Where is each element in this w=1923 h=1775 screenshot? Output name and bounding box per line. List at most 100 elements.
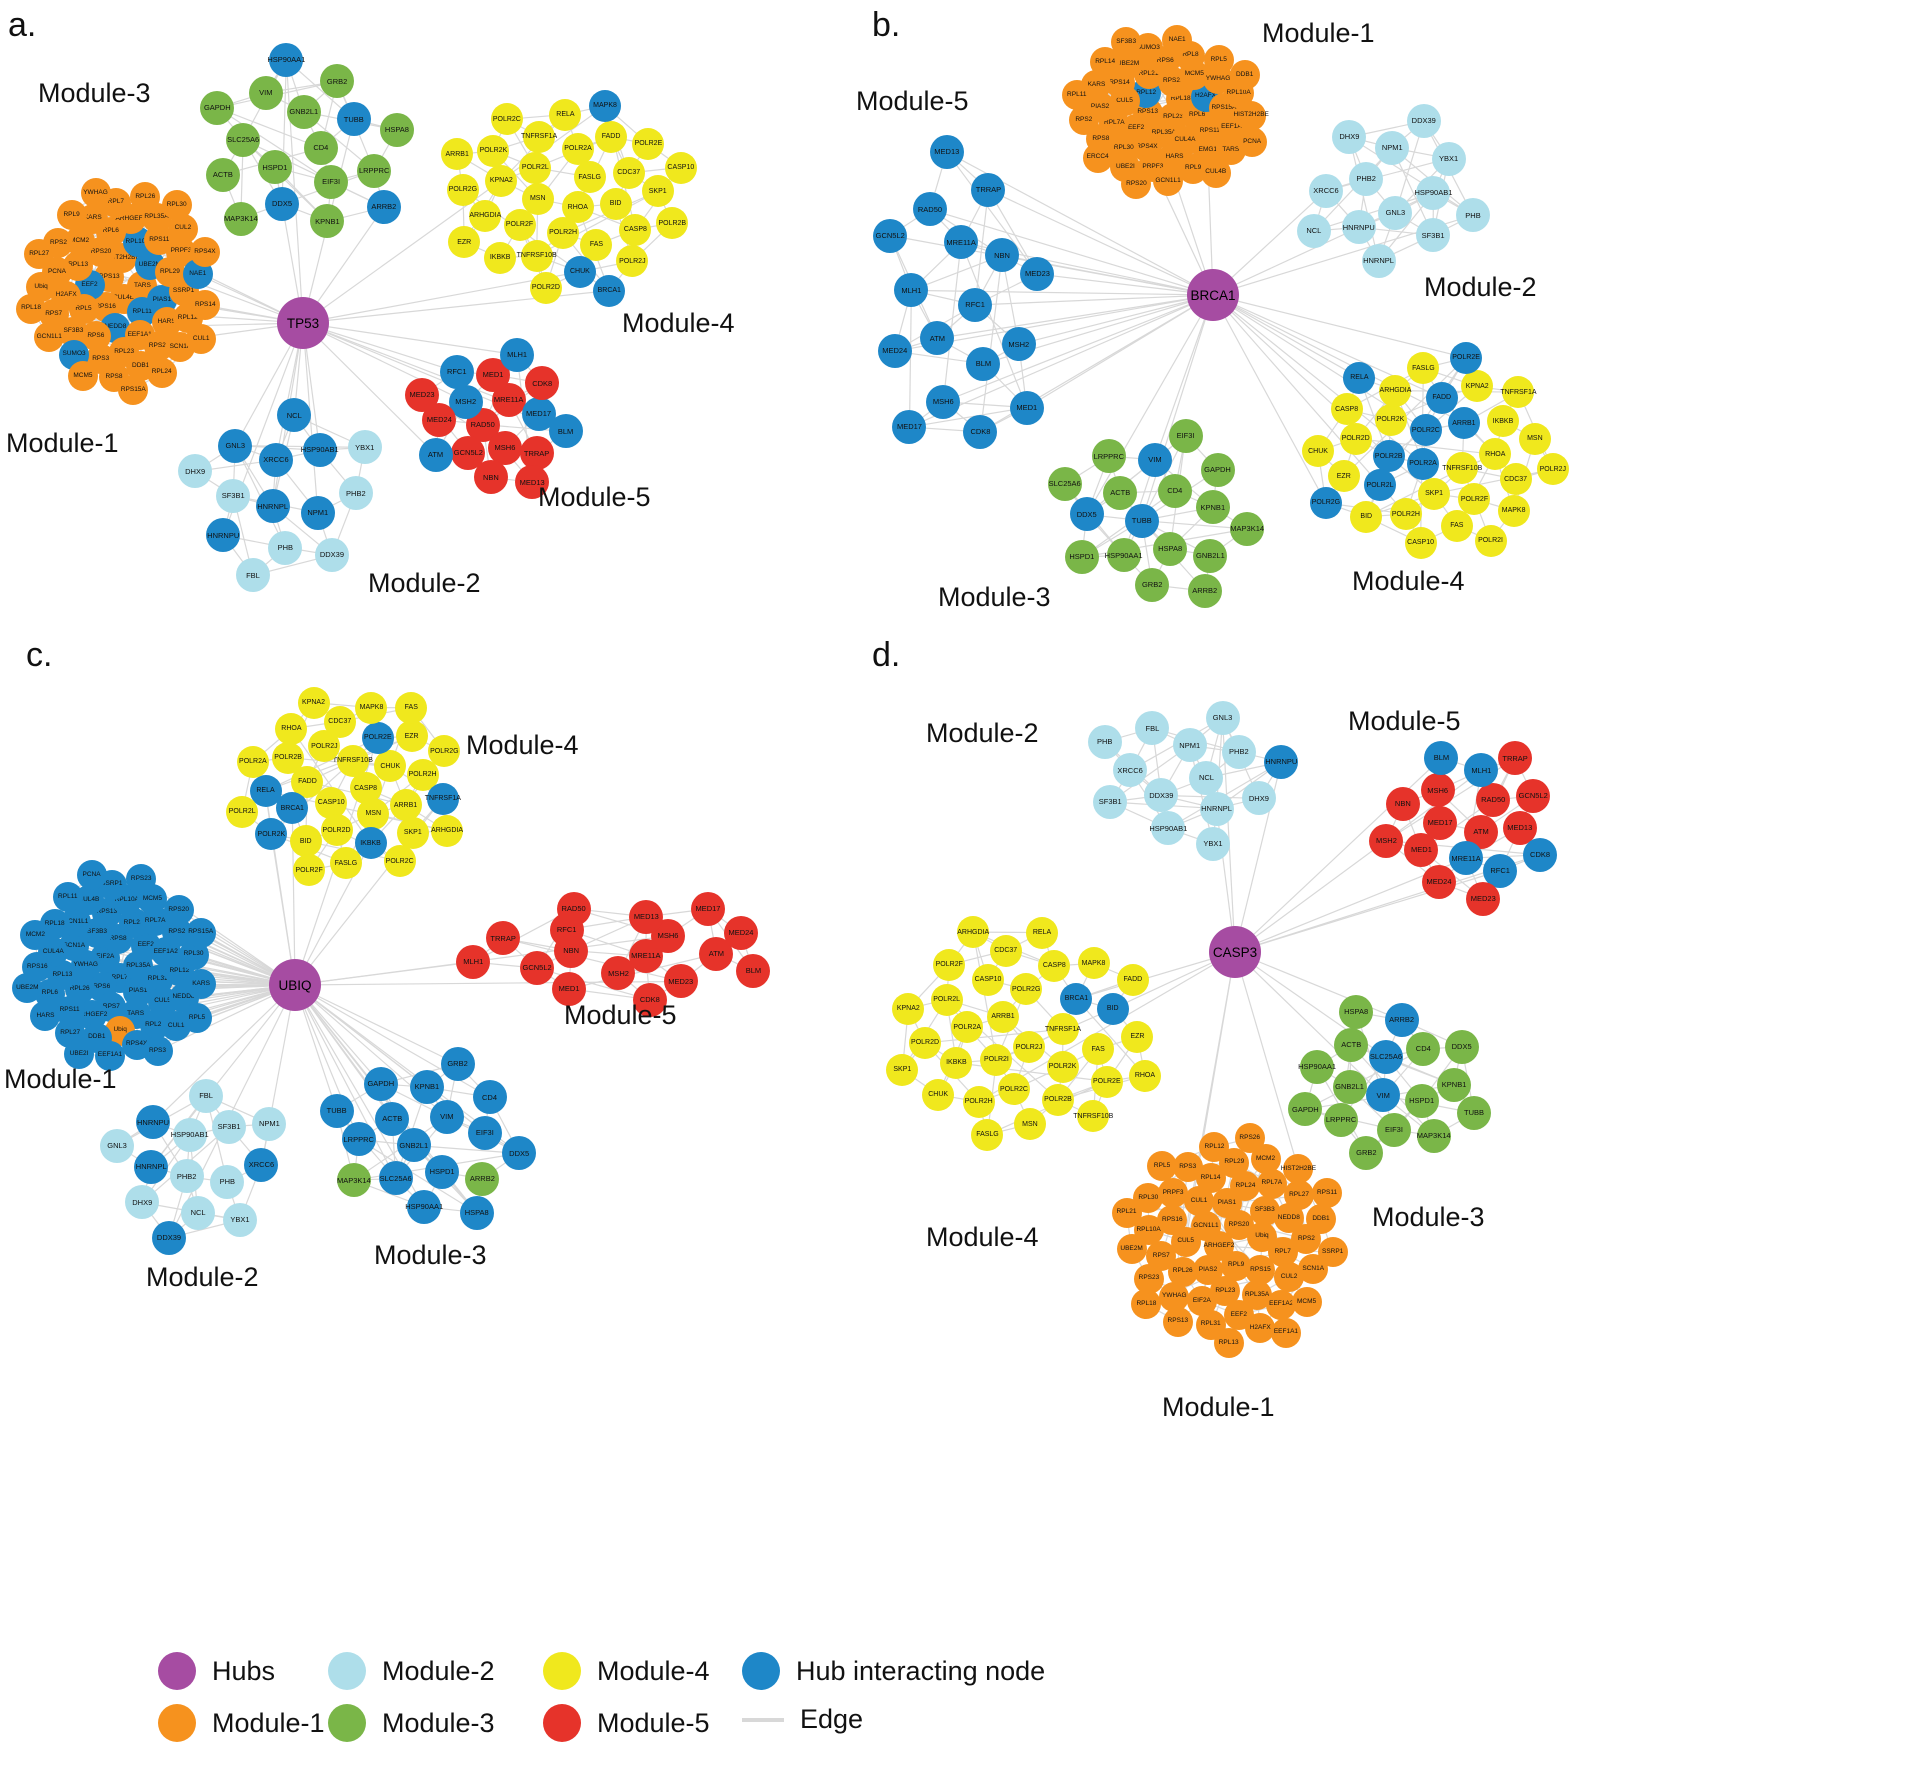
node-label: RELA — [1032, 929, 1052, 937]
node-label: TNFRSF1A — [1044, 1025, 1082, 1033]
gene-node-brca1: BRCA1 — [593, 274, 626, 307]
node-label: POLR2B — [1044, 1096, 1072, 1104]
node-label: TUBB — [1464, 1108, 1485, 1118]
edge — [1026, 294, 1214, 409]
gene-node-gcn5l2: GCN5L2 — [1516, 778, 1551, 813]
node-label: RPS4X — [125, 1040, 148, 1048]
edge — [942, 242, 962, 402]
node-label: KPNB1 — [414, 1082, 440, 1092]
edge — [925, 1028, 1063, 1044]
node-label: EIF2A — [96, 953, 115, 961]
legend-item-module-2: Module-2 — [328, 1652, 495, 1690]
node-label: RPL26 — [135, 193, 156, 201]
node-label: RPS4X — [1136, 143, 1158, 151]
hub-node-casp3: CASP3 — [1209, 926, 1261, 978]
node-label: PIAS1 — [152, 295, 172, 303]
node-label: CHUK — [1308, 447, 1328, 455]
node-label: KPNA2 — [1465, 382, 1489, 390]
node-label: IKBKB — [1492, 417, 1514, 425]
node-label: H2AFX — [55, 291, 77, 299]
node-label: RPL26 — [69, 984, 90, 992]
gene-node-polr2d: POLR2D — [1339, 422, 1372, 455]
edge — [1076, 951, 1236, 1000]
gene-node-polr2e: POLR2E — [361, 721, 394, 754]
edge — [1212, 294, 1327, 504]
node-label: NBN — [563, 945, 580, 955]
node-label: MSN — [1527, 435, 1543, 443]
node-label: HSPA8 — [1344, 1007, 1369, 1017]
node-label: RAD50 — [1481, 795, 1506, 805]
gene-node-arhgdia: ARHGDIA — [957, 916, 990, 949]
node-label: RPS15A — [1211, 103, 1237, 111]
gene-node-kpna2: KPNA2 — [892, 992, 925, 1025]
node-label: YWHAG — [1205, 74, 1231, 82]
node-label: XRCC6 — [1117, 765, 1143, 775]
node-label: HIST2H2BE — [1280, 1165, 1317, 1173]
node-label: RPS2 — [1075, 116, 1093, 124]
node-label: CD4 — [1415, 1044, 1431, 1054]
edge — [302, 105, 606, 324]
node-label: EEF1A1 — [97, 1051, 123, 1059]
node-label: MED24 — [426, 414, 452, 424]
node-label: RPS11 — [149, 236, 170, 244]
gene-node-med13: MED13 — [629, 899, 664, 934]
node-label: RPS23 — [130, 875, 152, 883]
node-label: HSP90AA1 — [267, 54, 306, 64]
node-label: MCM2 — [1255, 1154, 1276, 1162]
node-label: IKBKB — [489, 254, 511, 262]
gene-node-polr2i: POLR2I — [1474, 524, 1507, 557]
gene-node-ncl: NCL — [1189, 761, 1224, 795]
node-label: RPL24 — [151, 368, 172, 376]
node-label: RPS13 — [1137, 108, 1158, 116]
node-label: MED1 — [558, 984, 580, 994]
gene-node-cul1: CUL1 — [186, 323, 217, 354]
gene-node-pcna: PCNA — [76, 860, 107, 891]
node-label: POLR2C — [1411, 426, 1440, 434]
edge — [1037, 273, 1214, 296]
edge — [1086, 435, 1186, 515]
node-label: MSN — [365, 810, 382, 818]
gene-node-hsp90aa1: HSP90AA1 — [1105, 538, 1143, 573]
gene-node-gcn5l2: GCN5L2 — [520, 951, 555, 986]
node-label: TNFRSF1A — [1500, 388, 1537, 396]
node-label: RPS4X — [194, 247, 216, 255]
gene-node-gnb2l1: GNB2L1 — [396, 1128, 431, 1163]
gene-node-hnrnpu: HNRNPU — [1341, 210, 1376, 245]
gene-node-rpl27: RPL27 — [24, 239, 55, 270]
gene-node-ddx5: DDX5 — [502, 1136, 537, 1171]
gene-node-msh2: MSH2 — [1001, 327, 1036, 362]
node-label: NCL — [1306, 226, 1322, 236]
node-label: RPL24 — [1235, 1182, 1256, 1190]
node-label: POLR2A — [953, 1023, 982, 1031]
node-label: SLC25A6 — [1369, 1052, 1403, 1062]
node-label: UBIQ — [278, 977, 312, 993]
module2-swatch — [328, 1652, 366, 1690]
node-label: DDX5 — [1076, 509, 1097, 519]
gene-node-polr2h: POLR2H — [1389, 498, 1422, 531]
gene-node-slc25a6: SLC25A6 — [1368, 1040, 1403, 1075]
node-label: BLM — [975, 359, 992, 369]
gene-node-eif3i: EIF3I — [314, 164, 349, 199]
node-label: POLR2D — [1341, 435, 1370, 443]
node-label: RPS15 — [1250, 1266, 1271, 1274]
node-label: HSP90AB1 — [1414, 188, 1453, 198]
node-label: UBE2M — [1120, 1245, 1143, 1253]
gene-node-msh2: MSH2 — [601, 956, 636, 991]
node-label: POLR2J — [311, 742, 338, 750]
node-label: ARRB1 — [1452, 419, 1476, 427]
gene-node-med17: MED17 — [892, 410, 927, 445]
node-label: ARHGDIA — [1379, 387, 1412, 395]
node-label: CUL1 — [1190, 1196, 1208, 1204]
gene-node-hspa8: HSPA8 — [1339, 995, 1374, 1030]
node-label: POLR2B — [1374, 452, 1403, 460]
node-label: POLR2D — [531, 284, 560, 292]
node-label: MSH2 — [608, 968, 629, 978]
node-label: NAE1 — [1168, 35, 1186, 43]
gene-node-arrb1: ARRB1 — [987, 1000, 1019, 1033]
gene-node-trrap: TRRAP — [1498, 741, 1533, 776]
edge — [1313, 192, 1434, 232]
gene-node-mlh1: MLH1 — [500, 337, 535, 372]
node-label: SLC25A6 — [227, 134, 260, 144]
gene-node-ezr: EZR — [1121, 1020, 1154, 1053]
node-label: FAS — [404, 704, 418, 712]
